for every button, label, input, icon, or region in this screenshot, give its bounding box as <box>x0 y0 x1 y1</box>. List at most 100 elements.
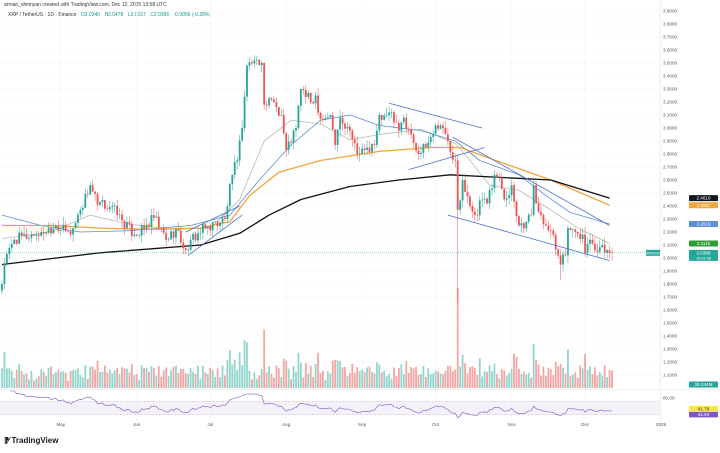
volume-bar <box>148 371 150 388</box>
candle <box>496 174 498 178</box>
volume-bar <box>606 377 609 388</box>
candle <box>434 125 437 134</box>
volume-bar <box>116 368 119 388</box>
candle <box>290 141 292 143</box>
candle <box>297 105 300 128</box>
candle <box>471 206 474 212</box>
volume-bar <box>91 366 94 388</box>
price-axis-label: 3.8000 <box>663 22 677 27</box>
candle <box>28 237 30 239</box>
candle <box>177 229 180 231</box>
price-axis-label: 2.2000 <box>663 230 677 235</box>
candle <box>326 117 329 119</box>
candle <box>123 220 126 229</box>
volume-bar <box>62 371 65 388</box>
candle <box>608 250 611 253</box>
volume-badge-text: 26.244M <box>695 382 713 387</box>
volume-bar <box>322 370 324 388</box>
candle <box>263 63 266 105</box>
volume-bar <box>219 377 221 388</box>
price-axis-label: 3.1000 <box>663 113 677 118</box>
volume-bar <box>167 376 170 388</box>
symbol-name[interactable]: XRP / TetherUS · 1D · Binance <box>8 12 77 18</box>
candle <box>537 203 540 212</box>
trendline <box>185 205 240 233</box>
volume-bar <box>228 350 231 388</box>
candle <box>287 141 290 151</box>
volume-bar <box>302 377 305 388</box>
candle <box>361 148 364 154</box>
candle <box>594 243 596 251</box>
candle <box>273 99 275 102</box>
volume-badge <box>689 381 718 388</box>
volume-bar <box>547 367 550 388</box>
candle <box>275 102 278 108</box>
volume-bar <box>199 378 202 388</box>
candle <box>459 200 462 210</box>
candle <box>346 126 349 129</box>
candle <box>106 208 109 210</box>
volume-bar <box>400 364 403 388</box>
candle <box>135 234 138 236</box>
price-axis-label: 2.8000 <box>663 152 677 157</box>
volume-bar <box>395 375 398 388</box>
candle <box>45 232 47 234</box>
time-axis-label: May <box>56 422 65 427</box>
candle <box>402 117 405 123</box>
volume-bar <box>420 373 422 388</box>
volume-bar <box>444 370 447 388</box>
candle <box>584 234 586 253</box>
price-axis-label: 2.3000 <box>663 217 677 222</box>
volume-bar <box>187 373 190 388</box>
volume-bar <box>334 359 337 388</box>
candle <box>554 234 557 250</box>
volume-bar <box>300 363 302 388</box>
volume-bar <box>309 365 312 388</box>
tradingview-logo[interactable]: ⁋⁄ TradingView <box>4 436 58 445</box>
candle <box>557 249 560 256</box>
volume-bar <box>99 371 101 388</box>
candle <box>204 224 207 229</box>
volume-bar <box>429 374 432 388</box>
volume-bar <box>243 340 246 388</box>
volume-bar <box>422 365 425 388</box>
volume-bar <box>268 366 270 388</box>
volume-bar <box>260 369 263 388</box>
volume-bar <box>13 378 16 388</box>
volume-bar <box>317 352 319 388</box>
volume-bar <box>197 365 199 388</box>
candle <box>153 215 155 218</box>
candle <box>579 233 582 240</box>
volume-bar <box>491 371 493 388</box>
volume-bar <box>304 362 307 388</box>
candle <box>128 221 131 224</box>
candle <box>353 139 356 144</box>
price-chart[interactable]: 3.9000 3.8000 3.7000 3.6000 3.5000 3.4000 3.30… <box>0 0 720 432</box>
trendline <box>452 136 610 226</box>
volume-bar <box>135 374 138 388</box>
volume-bar <box>351 363 354 388</box>
candle <box>67 230 70 232</box>
volume-bar <box>471 366 474 388</box>
volume-bar <box>104 365 106 388</box>
candle <box>258 59 261 66</box>
volume-bar <box>608 370 611 388</box>
candle <box>486 198 488 204</box>
candle <box>518 216 520 226</box>
candle <box>55 225 57 229</box>
volume-bar <box>184 373 187 388</box>
candle <box>72 228 74 235</box>
volume-bar <box>594 367 596 388</box>
candle <box>243 96 246 128</box>
volume-bar <box>67 380 70 388</box>
volume-bar <box>297 352 300 388</box>
volume-bar <box>189 368 192 388</box>
price-axis-label: 1.2000 <box>663 360 677 365</box>
candle <box>498 177 501 178</box>
candle <box>270 98 273 100</box>
volume-bar <box>170 370 172 388</box>
candle <box>8 247 11 254</box>
volume-bar <box>363 372 366 388</box>
volume-bar <box>571 374 574 388</box>
volume-bar <box>611 370 613 388</box>
